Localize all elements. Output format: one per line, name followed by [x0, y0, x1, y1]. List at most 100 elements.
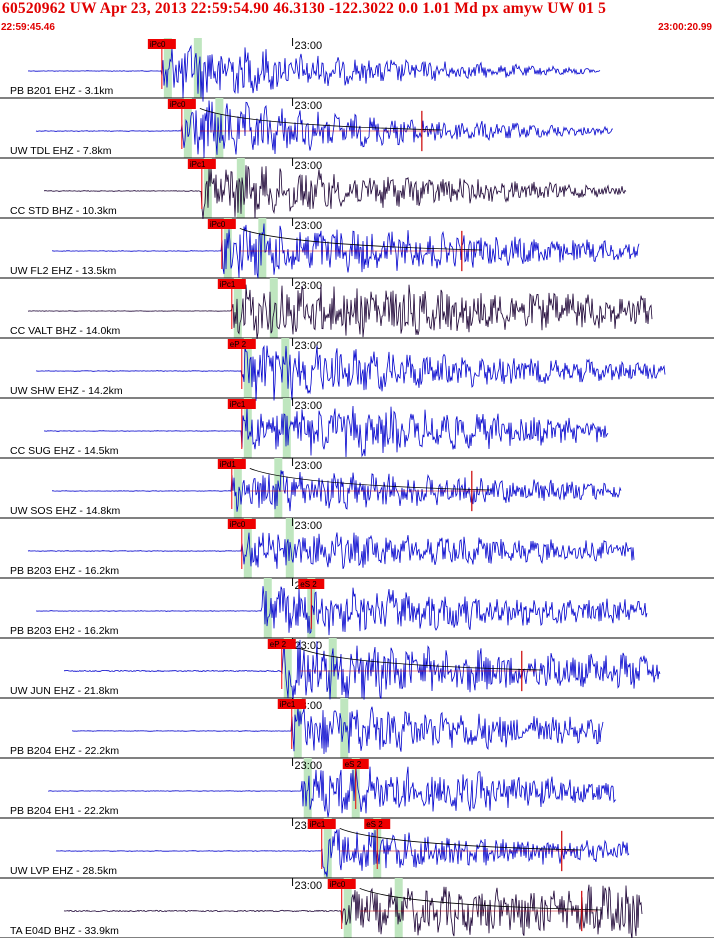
p-pick-label: iPc1 — [230, 400, 246, 409]
trace-label: PB B203 EHZ - 16.2km — [10, 565, 119, 577]
minute-label: 23:00 — [295, 400, 323, 412]
p-pick-box — [147, 39, 176, 49]
s-pick-window — [281, 338, 290, 398]
minute-label: 23:00 — [295, 460, 323, 472]
p-pick-window — [343, 878, 352, 938]
waveform-trace — [63, 639, 661, 700]
p-pick-label: iPc0 — [210, 220, 226, 229]
s-pick-label: eS 2 — [300, 580, 317, 589]
minute-label: 23:00 — [295, 760, 323, 772]
p-pick-box — [307, 819, 336, 829]
s-pick-window — [328, 638, 337, 698]
p-pick-label: eP 2 — [230, 340, 247, 349]
waveform-trace — [27, 44, 601, 102]
s-pick-window — [236, 158, 245, 218]
s-pick-window — [394, 878, 403, 938]
s-pick-label: eS 2 — [345, 760, 362, 769]
coda-curve — [239, 227, 482, 251]
p-pick-label: iPc1 — [310, 820, 326, 829]
p-pick-label: eP 2 — [270, 640, 287, 649]
coda-curve — [299, 647, 542, 671]
s-pick-window — [274, 458, 283, 518]
trace-label: PB B203 EH2 - 16.2km — [10, 625, 119, 637]
coda-curve — [359, 887, 602, 911]
p-pick-window — [233, 278, 242, 338]
trace-label: TA E04D BHZ - 33.9km — [10, 925, 119, 937]
p-pick-box — [167, 99, 196, 109]
waveform-trace — [52, 470, 622, 512]
trace-label: CC VALT BHZ - 14.0km — [10, 325, 121, 337]
trace-label: PB B204 EH1 - 22.2km — [10, 805, 119, 817]
trace-label: UW JUN EHZ - 21.8km — [10, 685, 119, 697]
trace-label: UW FL2 EHZ - 13.5km — [10, 265, 116, 277]
p-pick-label: iPc1 — [280, 700, 296, 709]
s-pick-box — [364, 819, 391, 829]
p-pick-window — [243, 518, 252, 578]
p-pick-label: iPc0 — [150, 40, 166, 49]
trace-label: PB B204 EHZ - 22.2km — [10, 745, 119, 757]
trace-label: UW TDL EHZ - 7.8km — [10, 145, 112, 157]
p-pick-window — [203, 158, 212, 218]
minute-label: 23:00 — [295, 40, 323, 52]
p-pick-box — [227, 399, 256, 409]
p-pick-window — [263, 578, 272, 638]
minute-label: 23:00 — [295, 220, 323, 232]
s-pick-label: eS 2 — [366, 820, 383, 829]
waveform-trace — [63, 884, 643, 938]
p-pick-label: iPc0 — [230, 520, 246, 529]
waveform-trace — [35, 100, 613, 158]
s-pick-window — [215, 98, 224, 158]
p-pick-box — [187, 159, 216, 169]
p-pick-window — [163, 38, 172, 98]
p-pick-window — [183, 98, 192, 158]
event-header: 60520962 UW Apr 23, 2013 22:59:54.90 46.… — [0, 0, 714, 36]
p-pick-box — [327, 879, 356, 889]
waveform-trace — [47, 766, 617, 818]
coda-curve — [249, 467, 492, 491]
waveform-trace — [55, 829, 630, 877]
end-time-label: 23:00:20.99 — [658, 22, 712, 33]
event-summary: 60520962 UW Apr 23, 2013 22:59:54.90 46.… — [2, 0, 607, 17]
p-pick-box — [277, 699, 306, 709]
trace-label: CC SUG EHZ - 14.5km — [10, 445, 119, 457]
trace-label: UW LVP EHZ - 28.5km — [10, 865, 117, 877]
waveform-trace — [51, 223, 640, 279]
p-pick-window — [283, 638, 292, 698]
minute-label: 23:00 — [295, 280, 323, 292]
p-pick-box — [227, 339, 256, 349]
p-pick-window — [323, 818, 332, 878]
minute-label: 23:00 — [295, 100, 323, 112]
coda-curve — [339, 827, 582, 851]
minute-label: 23:00 — [295, 340, 323, 352]
p-pick-box — [207, 219, 236, 229]
p-pick-label: iPd1 — [220, 460, 237, 469]
s-pick-window — [193, 38, 202, 98]
waveform-trace — [72, 706, 604, 755]
p-pick-label: iPc0 — [170, 100, 186, 109]
p-pick-box — [227, 519, 256, 529]
s-pick-window — [258, 218, 267, 278]
s-pick-box — [342, 759, 369, 769]
s-pick-box — [298, 579, 325, 589]
p-pick-window — [233, 458, 242, 518]
p-pick-window — [293, 698, 302, 758]
trace-label: UW SOS EHZ - 14.8km — [10, 505, 121, 517]
waveform-trace — [35, 345, 666, 401]
minute-label: 23:00 — [295, 520, 323, 532]
minute-label: 23:00 — [295, 880, 323, 892]
p-pick-label: iPc0 — [330, 880, 346, 889]
p-pick-box — [267, 639, 296, 649]
p-pick-label: iPc1 — [190, 160, 206, 169]
waveform-trace — [36, 586, 648, 636]
waveform-trace — [43, 165, 627, 219]
s-pick-window — [340, 698, 349, 758]
minute-label: 23:00 — [295, 160, 323, 172]
s-pick-window — [269, 278, 278, 338]
trace-label: UW SHW EHZ - 14.2km — [10, 385, 123, 397]
coda-curve — [199, 107, 442, 131]
p-pick-box — [217, 279, 246, 289]
trace-label: PB B201 EHZ - 3.1km — [10, 85, 114, 97]
p-pick-label: iPc1 — [220, 280, 236, 289]
waveform-trace — [27, 284, 653, 339]
